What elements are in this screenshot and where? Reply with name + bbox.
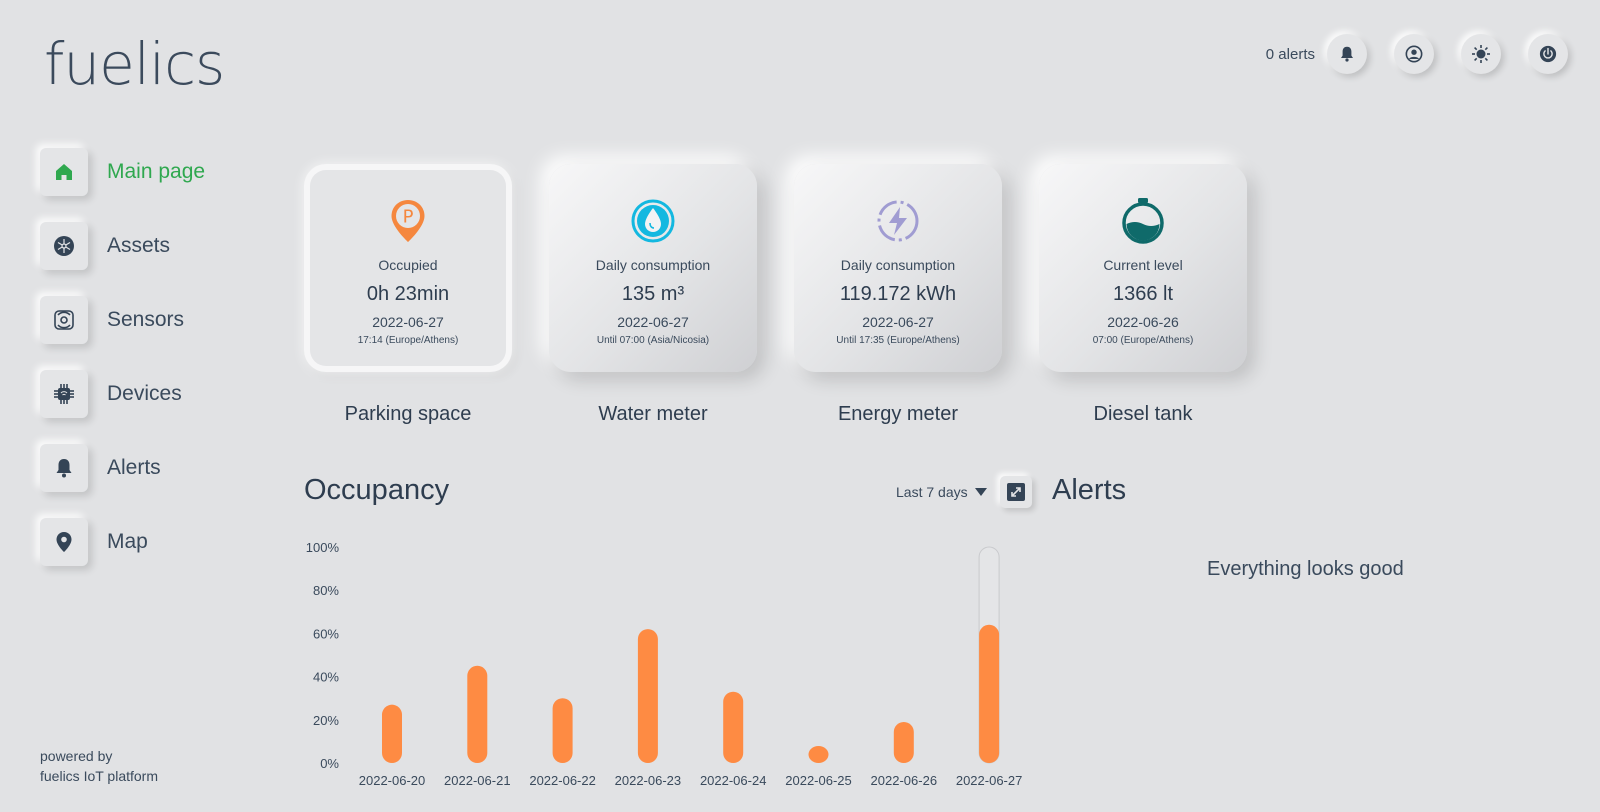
card-time: Until 17:35 (Europe/Athens) bbox=[836, 335, 960, 346]
card-value: 0h 23min bbox=[366, 283, 450, 305]
chart-bar[interactable] bbox=[467, 665, 488, 763]
tank-icon bbox=[1121, 198, 1165, 244]
x-tick-label: 2022-06-21 bbox=[444, 773, 511, 788]
app-logo: fuelics bbox=[44, 30, 225, 98]
expand-chart-button[interactable] bbox=[1000, 476, 1032, 508]
card-name: Energy meter bbox=[837, 403, 959, 425]
logout-button[interactable] bbox=[1528, 34, 1568, 74]
range-select-value: Last 7 days bbox=[896, 484, 968, 500]
card-label: Occupied bbox=[378, 257, 438, 273]
assets-icon bbox=[40, 222, 88, 270]
chip-icon bbox=[40, 370, 88, 418]
card-label: Daily consumption bbox=[840, 257, 956, 273]
powered-by-line1: powered by bbox=[40, 748, 113, 764]
occupancy-chart: 0% 20% 40% 60% 80% 100% 2022-06-20 2022-06-21 20… bbox=[306, 540, 1023, 788]
energy-icon bbox=[876, 198, 920, 244]
svg-text:P: P bbox=[403, 207, 414, 228]
chart-bar[interactable] bbox=[979, 624, 1000, 763]
water-drop-icon bbox=[631, 198, 675, 244]
sidebar-item-label: Devices bbox=[107, 382, 182, 405]
alerts-empty-message: Everything looks good bbox=[1207, 558, 1404, 580]
sidebar-item-sensors[interactable]: Sensors bbox=[40, 296, 205, 344]
x-tick-label: 2022-06-26 bbox=[871, 773, 938, 788]
card-value: 135 m³ bbox=[621, 283, 685, 305]
card-name: Diesel tank bbox=[1093, 403, 1193, 425]
y-tick-label: 40% bbox=[313, 670, 339, 685]
alerts-title: Alerts bbox=[1052, 474, 1127, 506]
x-tick-label: 2022-06-24 bbox=[700, 773, 767, 788]
sidebar-item-label: Main page bbox=[107, 160, 206, 183]
asset-card-water: Daily consumption 135 m³ 2022-06-27 Unti… bbox=[549, 164, 757, 426]
asset-tile[interactable]: Daily consumption 119.172 kWh 2022-06-27… bbox=[794, 164, 1002, 372]
brightness-icon bbox=[1472, 45, 1490, 63]
occupancy-title: Occupancy bbox=[304, 474, 450, 506]
user-icon bbox=[1405, 45, 1423, 63]
bell-icon bbox=[40, 444, 88, 492]
powered-by-line2: fuelics IoT platform bbox=[40, 768, 159, 784]
sidebar-item-label: Assets bbox=[107, 234, 171, 257]
card-value: 119.172 kWh bbox=[839, 283, 957, 305]
card-time: 17:14 (Europe/Athens) bbox=[357, 335, 459, 346]
sidebar-item-alerts[interactable]: Alerts bbox=[40, 444, 205, 492]
notifications-button[interactable] bbox=[1327, 34, 1367, 74]
profile-button[interactable] bbox=[1394, 34, 1434, 74]
caret-down-icon bbox=[974, 488, 987, 496]
card-name: Water meter bbox=[598, 403, 708, 425]
sidebar-item-label: Map bbox=[107, 530, 148, 553]
theme-toggle-button[interactable] bbox=[1461, 34, 1501, 74]
range-select[interactable]: Last 7 days bbox=[896, 484, 987, 500]
y-tick-label: 20% bbox=[313, 713, 339, 728]
asset-card-energy: Daily consumption 119.172 kWh 2022-06-27… bbox=[794, 164, 1002, 426]
asset-tile[interactable]: Daily consumption 135 m³ 2022-06-27 Unti… bbox=[549, 164, 757, 372]
x-tick-label: 2022-06-25 bbox=[785, 773, 852, 788]
chart-bar[interactable] bbox=[893, 721, 914, 763]
sensor-icon bbox=[40, 296, 88, 344]
chart-bar[interactable] bbox=[637, 629, 658, 763]
parking-pin-icon: P bbox=[389, 198, 427, 244]
sidebar-item-assets[interactable]: Assets bbox=[40, 222, 205, 270]
card-date: 2022-06-27 bbox=[372, 314, 444, 330]
card-time: 07:00 (Europe/Athens) bbox=[1092, 335, 1194, 346]
asset-card-parking: P Occupied 0h 23min 2022-06-27 17:14 (Eu… bbox=[304, 164, 512, 426]
sidebar-nav: Main page Assets Sensors Devices Alerts … bbox=[40, 148, 205, 592]
card-date: 2022-06-27 bbox=[862, 314, 934, 330]
powered-by: powered by fuelics IoT platform bbox=[40, 746, 158, 786]
x-tick-label: 2022-06-27 bbox=[956, 773, 1023, 788]
asset-tile[interactable]: P Occupied 0h 23min 2022-06-27 17:14 (Eu… bbox=[304, 164, 512, 372]
sidebar-item-label: Sensors bbox=[107, 308, 185, 331]
home-icon bbox=[40, 148, 88, 196]
map-pin-icon bbox=[40, 518, 88, 566]
x-tick-label: 2022-06-20 bbox=[359, 773, 426, 788]
card-time: Until 07:00 (Asia/Nicosia) bbox=[596, 335, 710, 346]
card-label: Daily consumption bbox=[595, 257, 711, 273]
alert-count: 0 alerts bbox=[1265, 45, 1315, 63]
bell-icon bbox=[1341, 46, 1353, 62]
sidebar-item-label: Alerts bbox=[107, 456, 161, 479]
sidebar-item-devices[interactable]: Devices bbox=[40, 370, 205, 418]
card-value: 1366 lt bbox=[1112, 283, 1174, 305]
asset-tile[interactable]: Current level 1366 lt 2022-06-26 07:00 (… bbox=[1039, 164, 1247, 372]
asset-cards: P Occupied 0h 23min 2022-06-27 17:14 (Eu… bbox=[304, 164, 1284, 426]
chart-bar[interactable] bbox=[382, 704, 402, 763]
y-tick-label: 0% bbox=[320, 756, 339, 771]
top-bar: 0 alerts bbox=[1266, 34, 1568, 74]
chart-bar[interactable] bbox=[808, 746, 829, 763]
chart-bar[interactable] bbox=[552, 698, 573, 763]
card-name: Parking space bbox=[344, 403, 472, 425]
x-tick-label: 2022-06-23 bbox=[615, 773, 682, 788]
expand-icon bbox=[1007, 483, 1025, 501]
sidebar-item-map[interactable]: Map bbox=[40, 518, 205, 566]
y-tick-label: 60% bbox=[313, 626, 339, 641]
sidebar-item-main-page[interactable]: Main page bbox=[40, 148, 205, 196]
power-icon bbox=[1539, 45, 1557, 63]
asset-card-diesel: Current level 1366 lt 2022-06-26 07:00 (… bbox=[1039, 164, 1247, 426]
card-label: Current level bbox=[1103, 257, 1183, 273]
chart-bar[interactable] bbox=[723, 691, 744, 763]
y-tick-label: 100% bbox=[306, 540, 340, 555]
y-tick-label: 80% bbox=[313, 583, 339, 598]
card-date: 2022-06-26 bbox=[1107, 314, 1179, 330]
x-tick-label: 2022-06-22 bbox=[529, 773, 596, 788]
card-date: 2022-06-27 bbox=[617, 314, 689, 330]
